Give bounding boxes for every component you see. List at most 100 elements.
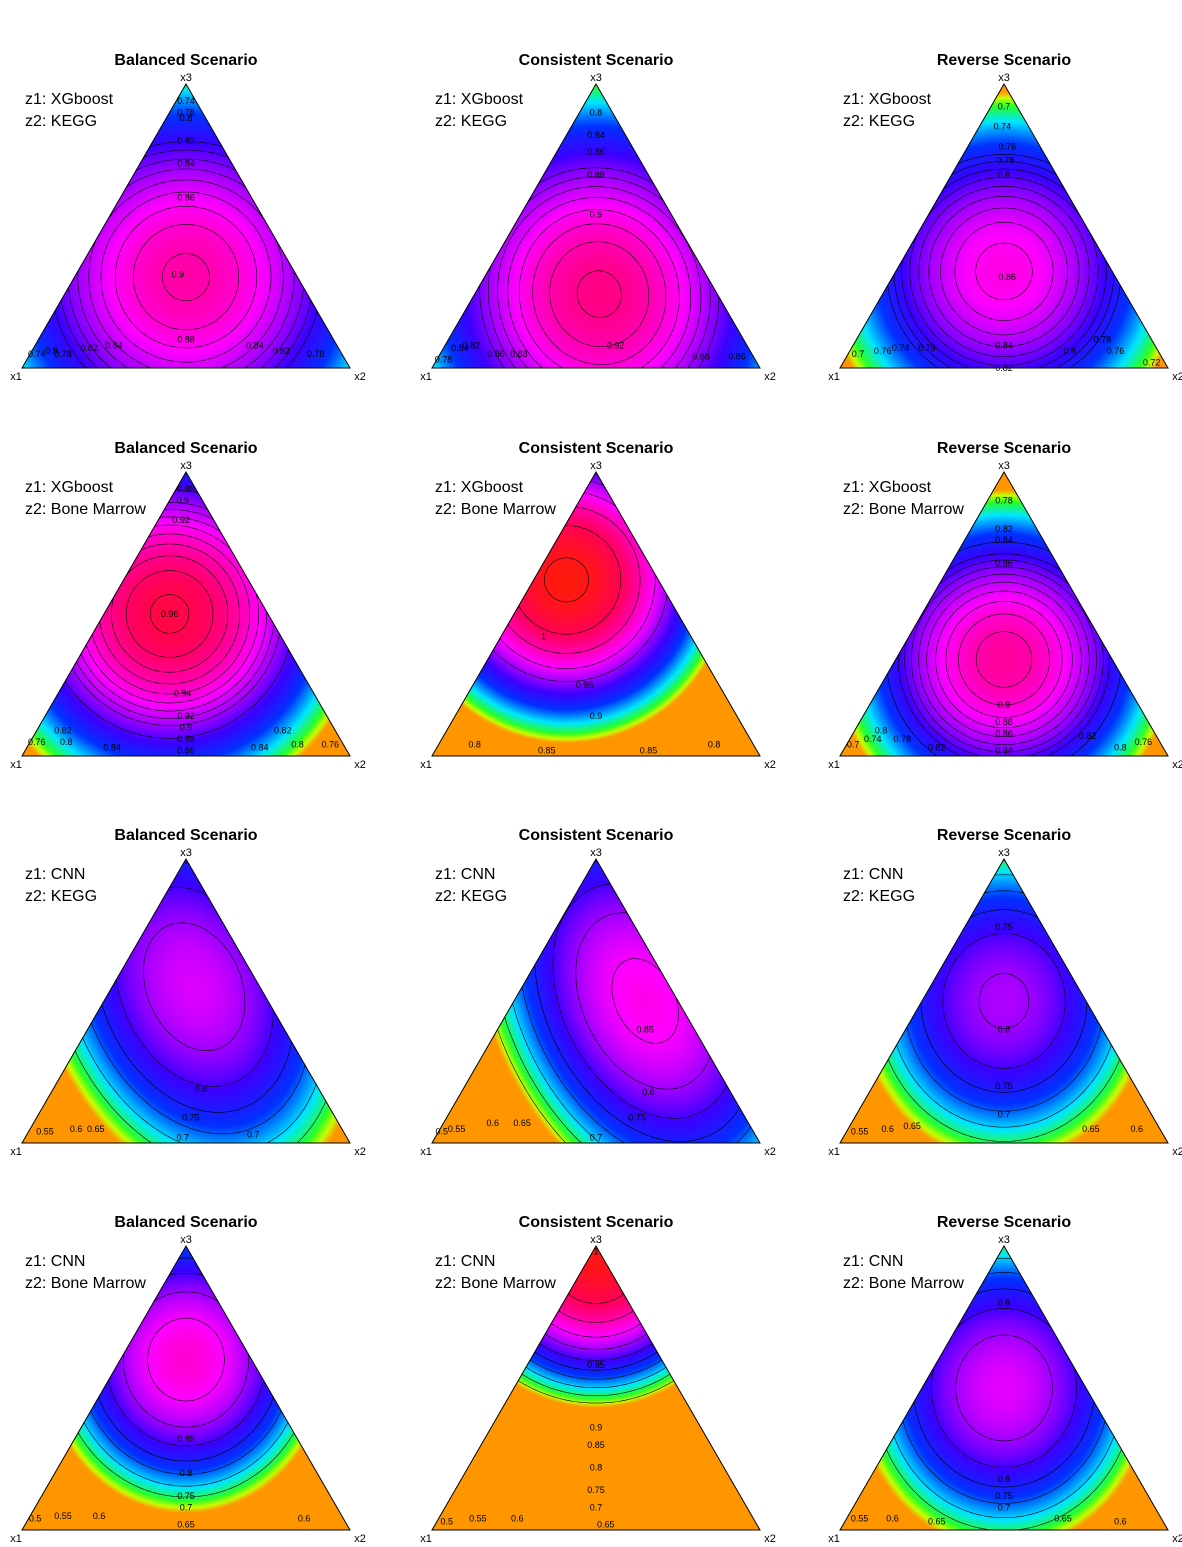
contour-label: 0.8 xyxy=(590,1463,603,1473)
contour-label: 0.86 xyxy=(728,352,746,362)
contour-label: 0.84 xyxy=(995,535,1013,545)
model-annotation: z1: CNN xyxy=(435,1253,495,1270)
contour-label: 0.75 xyxy=(995,1081,1013,1091)
contour-label: 0.55 xyxy=(851,1127,869,1137)
model-annotation: z1: XGboost xyxy=(435,479,524,496)
contour-label: 0.5 xyxy=(29,1514,42,1524)
panel-title: Reverse Scenario xyxy=(937,1214,1072,1231)
contour-label: 0.88 xyxy=(177,335,195,345)
contour-label: 0.7 xyxy=(176,1132,189,1142)
vertex-label: x3 xyxy=(590,460,602,472)
contour-label: 0.74 xyxy=(994,122,1012,132)
contour-label: 0.6 xyxy=(1131,1124,1144,1134)
contour-label: 0.78 xyxy=(307,349,325,359)
contour-label: 0.7 xyxy=(852,349,865,359)
model-annotation: z1: XGboost xyxy=(25,479,114,496)
contour-label: 0.74 xyxy=(28,349,46,359)
contour-label: 0.85 xyxy=(636,1024,654,1034)
contour-label: 0.76 xyxy=(28,737,46,747)
contour-line xyxy=(954,221,1054,321)
contour-label: 0.76 xyxy=(1107,346,1125,356)
vertex-label: x3 xyxy=(590,1234,602,1246)
contour-line xyxy=(942,933,1066,1069)
contour-label: 0.86 xyxy=(999,272,1017,282)
contour-label: 0.8 xyxy=(468,740,481,750)
contour-label: 0.92 xyxy=(177,711,195,721)
panel-title: Reverse Scenario xyxy=(937,440,1072,457)
ternary-axes xyxy=(839,470,1169,757)
ternary-panel: 0.85 0.8 0.750.7 0.65 0.6 0.55 0.5 0.6 x1 x2 x3 Bal… xyxy=(10,1214,366,1545)
contour-label: 0.6 xyxy=(511,1514,524,1524)
ternary-panel: 0.75 0.8 0.75 0.7 0.65 0.6 0.55 0.65 0.6 x1 x2 x3 Re… xyxy=(828,827,1182,1158)
contour-label: 0.6 xyxy=(1114,1517,1127,1527)
contour-line xyxy=(162,253,210,301)
model-annotation: z1: CNN xyxy=(25,866,85,883)
model-annotation: z2: Bone Marrow xyxy=(843,1275,964,1292)
contour-label: 0.9 xyxy=(590,1423,603,1433)
contour-label: 0.95 xyxy=(587,1360,605,1370)
contour-label: 0.75 xyxy=(182,1112,200,1122)
contour-label: 0.8 xyxy=(180,113,193,123)
vertex-label: x2 xyxy=(354,1533,366,1545)
contour-line xyxy=(149,594,190,634)
contour-line xyxy=(940,207,1068,336)
contour-label: 0.82 xyxy=(1079,731,1097,741)
contour-label: 0.86 xyxy=(487,349,505,359)
contour-label: 0.8 xyxy=(642,1087,655,1097)
contour-label: 0.74 xyxy=(177,96,195,106)
contour-label: 0.65 xyxy=(928,1517,946,1527)
contour-label: 0.75 xyxy=(995,922,1013,932)
vertex-label: x2 xyxy=(354,759,366,771)
contour-line xyxy=(955,1334,1053,1442)
contour-label: 0.8 xyxy=(998,1474,1011,1484)
contour-label: 0.76 xyxy=(999,141,1017,151)
panel-title: Consistent Scenario xyxy=(519,440,674,457)
contour-label: 0.84 xyxy=(246,340,264,350)
panel-title: Balanced Scenario xyxy=(114,52,257,69)
contour-label: 0.8 xyxy=(1063,346,1076,356)
contour-label: 0.8 xyxy=(45,346,58,356)
model-annotation: z2: Bone Marrow xyxy=(25,501,146,518)
contour-label: 0.82 xyxy=(463,340,481,350)
contour-label: 0.65 xyxy=(597,1519,615,1529)
contour-label: 0.7 xyxy=(847,740,860,750)
vertex-label: x1 xyxy=(420,1533,432,1545)
contour-label: 0.92 xyxy=(172,515,190,525)
contour-label: 0.84 xyxy=(451,343,469,353)
vertex-label: x1 xyxy=(420,759,432,771)
contour-line xyxy=(544,557,589,603)
contour-line xyxy=(133,224,239,331)
ternary-panel: 0.70.740.760.780.80.860.840.820.7 0.76 0.7… xyxy=(828,52,1182,383)
vertex-label: x1 xyxy=(828,759,840,771)
panel-title: Consistent Scenario xyxy=(519,52,674,69)
model-annotation: z2: KEGG xyxy=(25,888,97,905)
contour-label: 0.7 xyxy=(998,1502,1011,1512)
vertex-label: x3 xyxy=(180,1234,192,1246)
contour-label: 0.74 xyxy=(864,734,882,744)
contour-label: 0.6 xyxy=(298,1514,311,1524)
contour-label: 0.65 xyxy=(513,1118,531,1128)
contour-label: 0.8 xyxy=(998,170,1011,180)
contour-label: 0.76 xyxy=(1135,737,1153,747)
contour-line xyxy=(935,590,1073,729)
contour-label: 0.88 xyxy=(510,349,528,359)
contour-line xyxy=(549,241,650,347)
contour-label: 0.84 xyxy=(103,743,121,753)
model-annotation: z2: Bone Marrow xyxy=(435,501,556,518)
contour-label: 0.8 xyxy=(291,740,304,750)
contour-line xyxy=(911,566,1097,753)
vertex-label: x2 xyxy=(764,371,776,383)
contour-label: 0.8 xyxy=(708,740,721,750)
contour-label: 0.88 xyxy=(587,170,605,180)
contour-label: 0.65 xyxy=(177,1519,195,1529)
ternary-panel: 0.8 0.8 0.750.7 0.65 0.65 0.6 0.6 0.55 x1 x2 x3 Rev… xyxy=(828,1214,1182,1545)
contour-label: 0.96 xyxy=(161,609,179,619)
contour-label: 0.78 xyxy=(1094,335,1112,345)
contour-label: 0.82 xyxy=(80,343,98,353)
panel-title: Balanced Scenario xyxy=(114,827,257,844)
model-annotation: z2: KEGG xyxy=(435,113,507,130)
contour-label: 0.6 xyxy=(93,1511,106,1521)
contour-line xyxy=(926,581,1082,737)
vertex-label: x3 xyxy=(180,72,192,84)
